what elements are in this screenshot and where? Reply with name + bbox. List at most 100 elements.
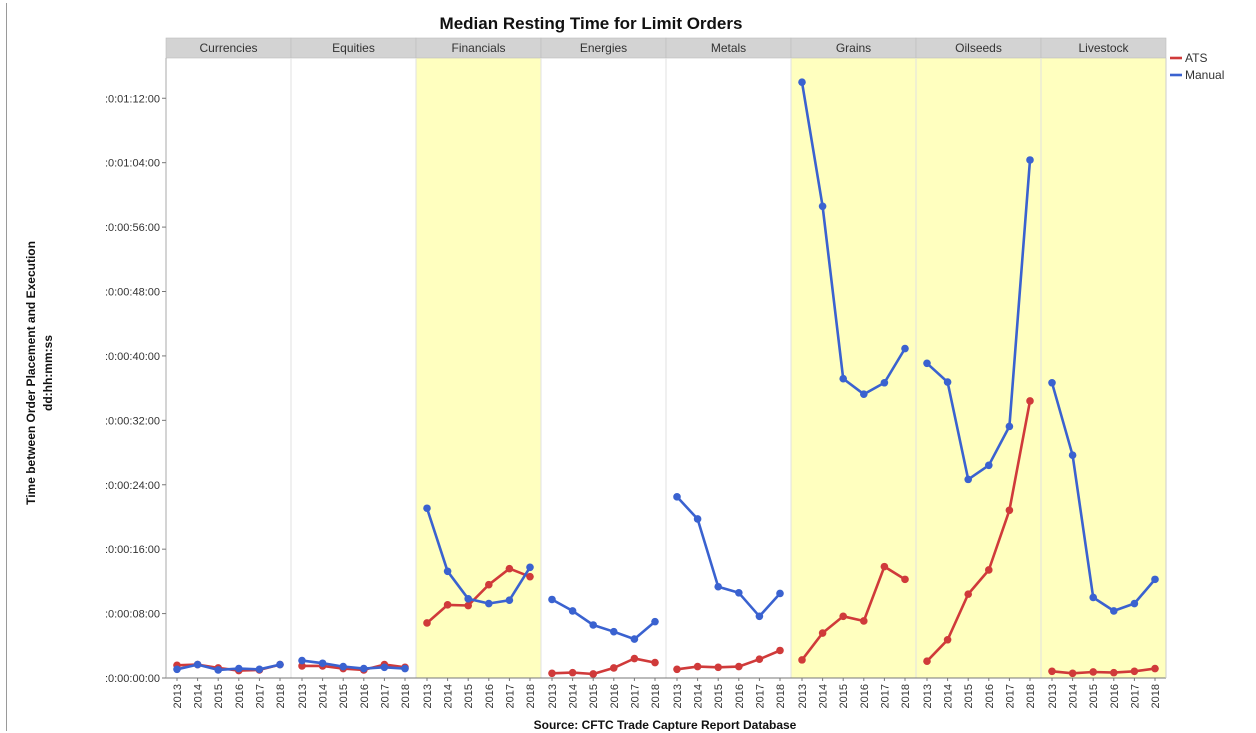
data-point-manual: [610, 627, 618, 636]
panel-highlight: [1041, 58, 1166, 678]
x-tick-label: 2015: [463, 684, 475, 708]
x-tick-label: 2014: [193, 684, 205, 708]
data-point-ats: [1005, 506, 1014, 515]
y-axis-unit-label: dd:hh:mm:ss: [41, 335, 55, 411]
data-point-manual: [1110, 607, 1118, 615]
x-axis-source-label: Source: CFTC Trade Capture Report Databa…: [534, 718, 797, 731]
data-point-manual: [943, 378, 952, 386]
data-point-manual: [401, 664, 409, 673]
data-point-ats: [505, 564, 514, 573]
series-line-ats: [551, 657, 656, 676]
x-tick-label: 2018: [1150, 684, 1162, 708]
x-tick-label: 2014: [693, 684, 705, 708]
series-line-ats: [926, 400, 1032, 663]
data-point-manual: [1068, 451, 1077, 460]
x-tick-label: 2015: [1088, 684, 1100, 708]
x-tick-label: 2016: [359, 684, 371, 708]
y-tick-label: :0:00:16:00: [105, 544, 160, 556]
data-point-manual: [589, 621, 597, 629]
data-point-ats: [714, 663, 722, 672]
data-point-ats: [610, 664, 618, 672]
y-tick-label: :0:00:48:00: [105, 287, 160, 299]
data-point-manual: [255, 665, 264, 674]
data-point-ats: [839, 612, 847, 621]
data-point-manual: [839, 374, 847, 383]
x-tick-label: 2014: [568, 684, 580, 708]
data-point-manual: [193, 660, 202, 669]
data-point-manual: [1048, 378, 1056, 387]
data-point-manual: [673, 493, 681, 501]
chart-title: Median Resting Time for Limit Orders: [440, 14, 743, 33]
x-tick-label: 2014: [318, 684, 330, 708]
data-point-ats: [901, 575, 909, 584]
facet-label: Livestock: [1078, 41, 1129, 55]
facet-label: Oilseeds: [955, 41, 1002, 55]
x-tick-label: 2017: [254, 684, 266, 708]
data-point-manual: [880, 378, 889, 387]
data-point-manual: [693, 515, 702, 523]
data-point-ats: [673, 665, 681, 674]
y-tick-label: :0:00:32:00: [105, 415, 160, 427]
data-point-ats: [860, 617, 868, 625]
x-tick-label: 2018: [400, 684, 412, 708]
facet-label: Metals: [711, 41, 746, 55]
x-tick-label: 2014: [943, 684, 955, 708]
data-point-manual: [464, 595, 473, 603]
y-tick-label: :0:00:08:00: [105, 609, 160, 621]
x-tick-label: 2017: [1129, 684, 1141, 708]
data-point-ats: [880, 562, 889, 571]
data-point-manual: [860, 390, 868, 398]
data-point-manual: [568, 607, 577, 615]
x-tick-label: 2016: [609, 684, 621, 708]
data-point-ats: [548, 669, 556, 678]
y-tick-label: :0:00:56:00: [105, 222, 160, 234]
data-point-ats: [1110, 668, 1118, 677]
x-tick-label: 2013: [797, 684, 809, 708]
data-point-manual: [423, 504, 431, 513]
legend-label-ats: ATS: [1185, 51, 1207, 65]
panel-group: Currencies 2013 2014 2015 2016 2017 2018 Equiti…: [165, 37, 1167, 708]
y-axis-label: Time between Order Placement and Executi…: [24, 241, 38, 505]
series-line-manual: [800, 81, 907, 396]
x-tick-label: 2018: [525, 684, 537, 708]
data-point-ats: [923, 657, 931, 666]
x-tick-label: 2017: [504, 684, 516, 708]
data-point-ats: [526, 572, 534, 581]
facet-label: Equities: [332, 41, 375, 55]
data-point-ats: [755, 655, 764, 664]
x-tick-label: 2013: [547, 684, 559, 708]
x-tick-label: 2013: [1047, 684, 1059, 708]
series-line-manual: [926, 159, 1032, 481]
data-point-ats: [1026, 397, 1034, 405]
data-point-manual: [964, 475, 972, 484]
x-tick-label: 2016: [1109, 684, 1121, 708]
data-point-ats: [776, 646, 784, 655]
data-point-manual: [1151, 575, 1159, 584]
data-point-ats: [693, 662, 702, 671]
x-tick-label: 2018: [1025, 684, 1037, 708]
x-tick-label: 2017: [1004, 684, 1016, 708]
data-point-ats: [1089, 668, 1097, 676]
x-tick-label: 2017: [754, 684, 766, 708]
facet-label: Currencies: [199, 41, 257, 55]
y-tick-label: :0:01:04:00: [105, 158, 160, 170]
data-point-manual: [776, 589, 784, 598]
x-tick-label: 2016: [234, 684, 246, 708]
x-tick-label: 2017: [629, 684, 641, 708]
x-tick-label: 2013: [172, 684, 184, 708]
x-tick-label: 2017: [379, 684, 391, 708]
facet-label: Grains: [836, 41, 871, 55]
x-tick-label: 2018: [650, 684, 662, 708]
data-point-manual: [1130, 599, 1139, 608]
x-tick-label: 2016: [734, 684, 746, 708]
panel-highlight: [791, 58, 916, 678]
data-point-manual: [735, 588, 743, 597]
x-tick-label: 2014: [818, 684, 830, 708]
data-point-manual: [548, 595, 556, 604]
data-point-manual: [380, 663, 389, 672]
x-tick-label: 2015: [588, 684, 600, 708]
data-point-manual: [298, 656, 306, 665]
y-tick-label: :0:01:12:00: [105, 93, 160, 105]
x-tick-label: 2016: [859, 684, 871, 708]
data-point-ats: [818, 629, 827, 637]
